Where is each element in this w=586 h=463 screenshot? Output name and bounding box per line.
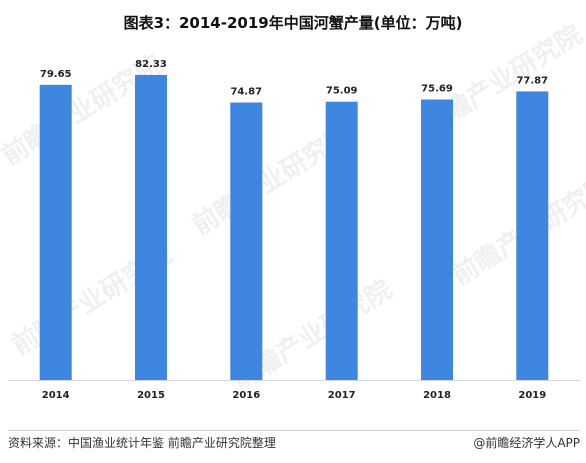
x-tick-label-2016: 2016 — [232, 390, 260, 401]
data-label-2019: 77.87 — [516, 75, 548, 86]
footer-divider — [8, 430, 580, 431]
data-label-2015: 82.33 — [135, 59, 167, 70]
bar-2017 — [325, 101, 358, 380]
chart-title: 图表3：2014-2019年中国河蟹产量(单位：万吨) — [123, 14, 463, 32]
data-label-2018: 75.69 — [421, 84, 453, 95]
x-tick-label-2017: 2017 — [328, 390, 356, 401]
x-tick-label-2018: 2018 — [423, 390, 451, 401]
x-axis-line — [8, 380, 580, 381]
bar-2019 — [516, 91, 549, 381]
data-label-2017: 75.09 — [326, 86, 358, 97]
bar-2015 — [135, 74, 167, 381]
x-tick-label-2015: 2015 — [137, 390, 165, 401]
x-tick-label-2014: 2014 — [42, 390, 70, 401]
bar-2014 — [39, 84, 72, 381]
source-note: 资料来源：中国渔业统计年鉴 前瞻产业研究院整理 — [8, 436, 276, 450]
bar-2016 — [230, 102, 263, 380]
data-label-2016: 74.87 — [230, 87, 262, 98]
data-label-2014: 79.65 — [40, 69, 72, 80]
brand-label: @前瞻经济学人APP — [473, 436, 580, 450]
x-tick-label-2019: 2019 — [518, 390, 546, 401]
bar-2018 — [421, 99, 453, 380]
